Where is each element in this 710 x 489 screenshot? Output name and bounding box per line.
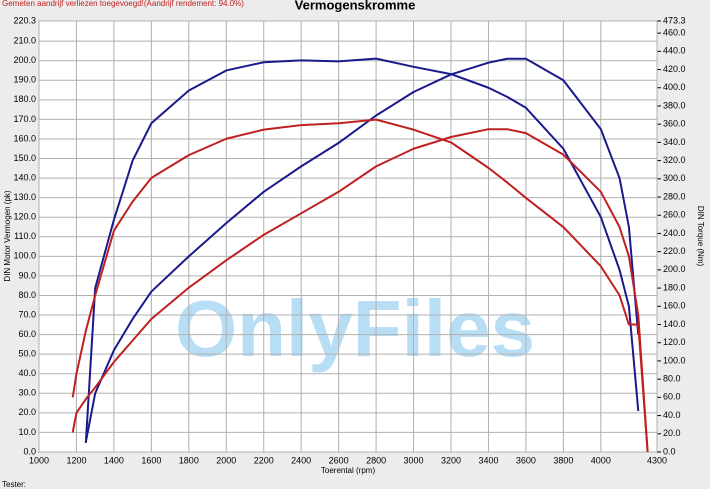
x-tick-label: 3800: [553, 455, 573, 465]
y2-tick-label: 380.0: [663, 100, 686, 110]
y2-tick-label: 120.0: [663, 337, 686, 347]
y2-tick-label: 420.0: [663, 64, 686, 74]
y-tick-label: 190.0: [13, 75, 36, 85]
y-tick-label: 60.0: [18, 329, 36, 339]
x-tick-label: 2800: [366, 455, 386, 465]
y-axis-label: DIN Motor Vermogen (pk): [3, 190, 12, 281]
y2-tick-label: 60.0: [663, 392, 681, 402]
y2-tick-label: 140.0: [663, 319, 686, 329]
x-tick-label: 1800: [179, 455, 199, 465]
x-tick-label: 2600: [329, 455, 349, 465]
x-tick-label: 1200: [66, 455, 86, 465]
y2-tick-label: 300.0: [663, 173, 686, 183]
y-tick-label: 150.0: [13, 153, 36, 163]
y-tick-label: 110.0: [14, 231, 36, 241]
x-tick-label: 4300: [647, 455, 667, 465]
chart-title: Vermogenskromme: [295, 0, 416, 12]
line-series: [71, 128, 649, 453]
y-tick-label: 220.3: [13, 15, 36, 25]
chart-subtitle: Gemeten aandrijf verliezen toegevoegd!(A…: [2, 0, 244, 8]
y2-tick-label: 40.0: [663, 410, 681, 420]
y2-tick-label: 160.0: [663, 301, 686, 311]
y2-tick-label: 240.0: [663, 228, 686, 238]
footer: Tester:: [2, 480, 26, 489]
x-tick-label: 3600: [516, 455, 536, 465]
y-tick-label: 120.0: [13, 212, 36, 222]
y-tick-label: 210.0: [13, 36, 36, 46]
x-tick-label: 4000: [591, 455, 611, 465]
x-tick-label: 3000: [404, 455, 424, 465]
y-tick-label: 200.0: [13, 55, 36, 65]
x-tick-label: 3200: [441, 455, 461, 465]
y2-tick-label: 260.0: [663, 210, 686, 220]
y-tick-label: 30.0: [18, 388, 36, 398]
x-tick-label: 1000: [29, 455, 49, 465]
y2-tick-label: 280.0: [663, 191, 686, 201]
y-tick-label: 140.0: [13, 172, 36, 182]
x-tick-label: 2200: [254, 455, 274, 465]
y2-axis-label: DIN Torque (Nm): [696, 206, 705, 267]
y2-tick-label: 200.0: [663, 264, 686, 274]
y2-tick-label: 360.0: [663, 119, 686, 129]
y-tick-label: 130.0: [13, 192, 36, 202]
y-tick-label: 90.0: [18, 270, 36, 280]
y-tick-label: 180.0: [13, 94, 36, 104]
y-tick-label: 20.0: [18, 407, 36, 417]
line-series: [71, 118, 649, 453]
y2-tick-label: 320.0: [663, 155, 686, 165]
x-axis-label: Toerental (rpm): [321, 466, 376, 475]
x-tick-label: 2000: [216, 455, 236, 465]
y-tick-label: 10.0: [18, 427, 36, 437]
line-series: [84, 57, 640, 443]
x-tick-label: 1400: [104, 455, 124, 465]
y2-tick-label: 340.0: [663, 137, 686, 147]
y-tick-label: 40.0: [18, 368, 36, 378]
line-series: [84, 57, 640, 443]
y-tick-label: 50.0: [18, 349, 36, 359]
x-tick-label: 3400: [478, 455, 498, 465]
y2-tick-label: 20.0: [663, 428, 681, 438]
y2-tick-label: 400.0: [663, 82, 686, 92]
y2-tick-label: 460.0: [663, 27, 686, 37]
x-tick-label: 1600: [141, 455, 161, 465]
y-tick-label: 160.0: [13, 133, 36, 143]
y2-tick-label: 473.3: [663, 15, 686, 25]
y2-tick-label: 100.0: [663, 355, 686, 365]
watermark: OnlyFiles: [175, 284, 535, 373]
y-tick-label: 0.0: [23, 446, 36, 456]
y-tick-label: 80.0: [18, 290, 36, 300]
y2-tick-label: 0.0: [663, 446, 676, 456]
y2-tick-label: 180.0: [663, 282, 686, 292]
x-tick-label: 2400: [291, 455, 311, 465]
y2-tick-label: 220.0: [663, 246, 686, 256]
y2-tick-label: 440.0: [663, 46, 686, 56]
y-tick-label: 70.0: [18, 309, 36, 319]
y-tick-label: 100.0: [13, 251, 36, 261]
y-tick-label: 170.0: [13, 114, 36, 124]
y2-tick-label: 80.0: [663, 374, 681, 384]
